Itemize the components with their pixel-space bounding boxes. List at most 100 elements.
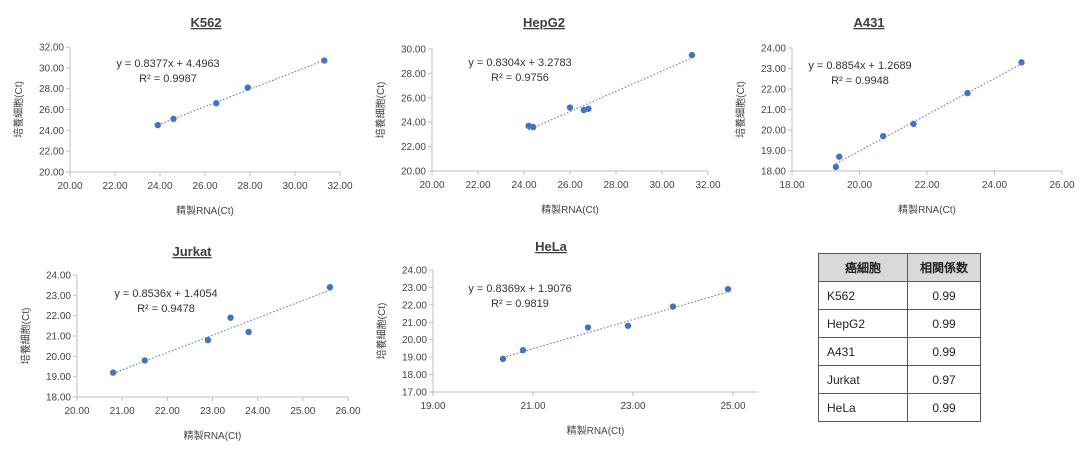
y-tick-label: 19.00	[46, 372, 71, 383]
y-tick-label: 24.00	[401, 118, 426, 129]
x-tick-label: 22.00	[155, 406, 180, 417]
y-axis-label: 培養細胞(Ct)	[12, 81, 25, 138]
y-tick-label: 24.00	[39, 126, 64, 137]
chart-title: HepG2	[523, 15, 565, 30]
chart-title: Jurkat	[172, 244, 212, 259]
data-point	[964, 89, 971, 97]
y-tick-label: 23.00	[761, 64, 786, 75]
y-tick-label: 23.00	[402, 283, 427, 294]
trendline	[112, 289, 331, 374]
trendline	[835, 63, 1022, 165]
data-point	[154, 121, 161, 129]
x-tick-label: 32.00	[695, 180, 720, 191]
correlation-value: 0.99	[907, 337, 981, 366]
r-squared: R² = 0.9987	[139, 73, 197, 85]
data-point	[244, 84, 251, 91]
cell-name: A431	[818, 337, 908, 366]
trendline	[502, 291, 729, 358]
correlation-value: 0.99	[907, 393, 981, 422]
x-tick-label: 24.00	[147, 181, 172, 192]
y-axis-label: 培養細胞(Ct)	[375, 303, 388, 360]
data-point	[724, 285, 732, 293]
trend-equation: y = 0.8536x + 1.4054	[114, 288, 217, 300]
y-tick-label: 21.00	[761, 105, 786, 116]
data-point	[326, 284, 334, 291]
y-axis-label: 培養細胞(Ct)	[374, 82, 387, 139]
y-tick-label: 30.00	[39, 63, 64, 74]
y-tick-label: 23.00	[46, 291, 71, 302]
data-point	[669, 303, 677, 310]
chart-title: A431	[853, 15, 884, 30]
y-tick-label: 20.00	[46, 352, 71, 363]
x-tick-label: 20.00	[847, 180, 872, 191]
y-tick-label: 19.00	[761, 146, 786, 157]
trend-equation: y = 0.8854x + 1.2689	[808, 60, 911, 72]
y-axis-label: 培養細胞(Ct)	[19, 308, 32, 365]
data-point	[109, 369, 117, 376]
cell-name: Jurkat	[818, 365, 908, 394]
data-point	[245, 328, 252, 336]
trendline	[157, 59, 325, 126]
x-tick-label: 24.00	[511, 180, 536, 191]
y-tick-label: 30.00	[401, 45, 426, 56]
chart-hela: HeLa 17.00 18.00 19.00 20.00 21.00 22.00 23.00 2…	[375, 239, 758, 437]
x-tick-label: 24.00	[982, 180, 1007, 191]
data-point	[213, 100, 220, 107]
y-tick-label: 28.00	[401, 69, 426, 80]
r-squared: R² = 0.9948	[831, 75, 889, 87]
data-point	[519, 346, 527, 354]
y-tick-label: 20.00	[402, 335, 427, 346]
y-tick-label: 24.00	[402, 266, 427, 277]
correlation-value: 0.99	[907, 281, 981, 310]
x-tick-label: 20.00	[57, 181, 82, 192]
chart-title: K562	[190, 15, 221, 30]
data-point	[832, 163, 840, 171]
table-row: HeLa 0.99	[818, 393, 981, 422]
x-axis-label: 精製RNA(Ct)	[567, 424, 625, 437]
table-row: A431 0.99	[818, 337, 981, 366]
correlation-value: 0.97	[907, 365, 981, 394]
correlation-table: 癌細胞 相関係数 K562 0.99 HepG2 0.99 A431 0.99 …	[818, 253, 981, 422]
data-point	[204, 336, 212, 344]
x-tick-label: 22.00	[102, 181, 127, 192]
y-tick-label: 32.00	[39, 43, 64, 54]
data-point	[688, 51, 696, 59]
data-point	[910, 120, 917, 128]
y-tick-label: 22.00	[46, 311, 71, 322]
data-point	[227, 314, 234, 321]
x-tick-label: 30.00	[649, 180, 674, 191]
trend-equation: y = 0.8377x + 4.4963	[116, 58, 219, 70]
y-tick-label: 24.00	[761, 44, 786, 55]
cell-name: HeLa	[818, 393, 908, 422]
y-tick-label: 22.00	[401, 142, 426, 153]
correlation-value: 0.99	[907, 309, 981, 338]
y-tick-label: 18.00	[761, 167, 786, 178]
data-point	[170, 115, 177, 123]
x-tick-label: 32.00	[327, 181, 352, 192]
header-cell-type: 癌細胞	[818, 253, 908, 282]
y-tick-label: 26.00	[39, 105, 64, 116]
data-point	[879, 132, 887, 140]
y-tick-label: 20.00	[39, 168, 64, 179]
y-axis-label: 培養細胞(Ct)	[734, 81, 747, 138]
data-point	[566, 104, 574, 111]
y-tick-label: 22.00	[39, 147, 64, 158]
y-tick-label: 17.00	[402, 388, 427, 399]
x-axis-label: 精製RNA(Ct)	[176, 204, 234, 217]
data-point	[1018, 59, 1025, 66]
y-tick-label: 19.00	[402, 353, 427, 364]
y-tick-label: 22.00	[402, 300, 427, 311]
x-tick-label: 26.00	[1049, 180, 1074, 191]
x-tick-label: 24.00	[245, 406, 270, 417]
r-squared: R² = 0.9478	[137, 303, 195, 315]
x-tick-label: 20.00	[64, 406, 89, 417]
chart-hepg2: HepG2 20.00 22.00 24.00 26.00 28.00 30.00 20.00…	[374, 15, 721, 216]
y-tick-label: 24.00	[46, 271, 71, 282]
x-tick-label: 22.00	[914, 180, 939, 191]
x-tick-label: 23.00	[620, 401, 645, 412]
cell-name: K562	[818, 281, 908, 310]
data-point	[585, 105, 592, 112]
x-tick-label: 23.00	[200, 406, 225, 417]
x-axis-label: 精製RNA(Ct)	[184, 429, 242, 442]
table-row: K562 0.99	[818, 281, 981, 310]
